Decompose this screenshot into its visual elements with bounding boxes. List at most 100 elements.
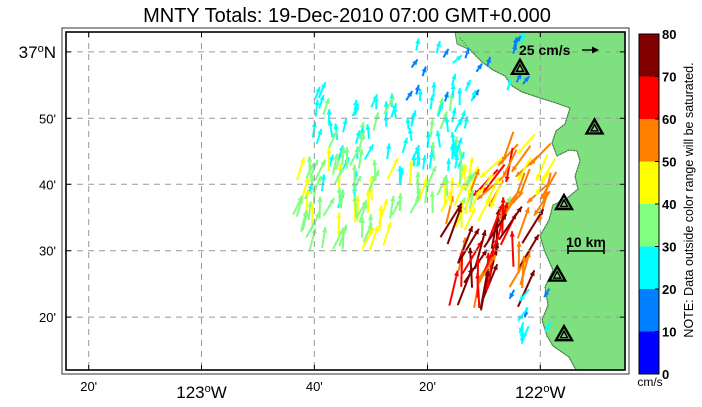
current-vector xyxy=(382,221,392,246)
current-vector xyxy=(520,32,526,44)
current-vector xyxy=(326,109,332,125)
current-vector xyxy=(408,160,414,185)
current-vector xyxy=(322,97,330,116)
chart-title: MNTY Totals: 19-Dec-2010 07:00 GMT+0.000 xyxy=(143,5,551,27)
current-vector xyxy=(518,288,530,302)
colorbar-tick-label: 0 xyxy=(662,367,669,382)
current-vector xyxy=(521,325,530,340)
current-vector xyxy=(373,95,379,110)
current-vector xyxy=(442,182,448,206)
current-vector xyxy=(431,82,437,97)
current-vector xyxy=(540,157,557,183)
current-vector xyxy=(489,181,503,209)
colorbar-tick-label: 20 xyxy=(662,282,676,297)
current-vector xyxy=(457,88,463,105)
current-vector xyxy=(439,111,449,130)
y-tick-label: 50' xyxy=(39,111,56,126)
current-vector xyxy=(320,174,326,192)
colorbar-segment xyxy=(639,161,659,204)
current-vector xyxy=(519,329,525,344)
current-vector xyxy=(517,157,532,181)
current-vector xyxy=(463,207,477,231)
current-vector xyxy=(436,174,448,196)
current-vector xyxy=(517,234,540,270)
current-vector xyxy=(510,145,532,173)
current-vector xyxy=(327,130,338,149)
reference-arrow-head xyxy=(592,46,599,54)
current-vector xyxy=(535,153,549,181)
current-vector xyxy=(479,268,490,309)
current-vector xyxy=(342,118,348,133)
current-vector xyxy=(500,197,506,235)
reference-vector: 25 cm/s xyxy=(519,42,599,58)
station-marker xyxy=(547,264,568,282)
current-vector xyxy=(518,321,525,334)
current-vector xyxy=(332,153,339,175)
reference-vector-label: 25 cm/s xyxy=(519,42,571,58)
current-vector xyxy=(454,142,461,158)
current-vector xyxy=(487,203,504,241)
scale-bar: 10 km xyxy=(566,234,606,254)
current-vector xyxy=(315,128,323,145)
current-vector xyxy=(313,86,321,100)
current-vector xyxy=(417,88,423,102)
colorbar-tick-label: 60 xyxy=(662,112,676,127)
current-vector xyxy=(475,257,481,298)
current-vector xyxy=(450,131,456,146)
grid-lines xyxy=(66,32,625,370)
current-vector xyxy=(317,81,327,99)
current-vector xyxy=(411,154,417,167)
current-vector xyxy=(326,147,332,172)
current-vector xyxy=(502,149,518,178)
current-vector xyxy=(483,213,508,248)
current-vector xyxy=(389,195,396,219)
current-vector xyxy=(407,127,414,142)
current-vector xyxy=(445,158,452,172)
current-vector xyxy=(314,159,327,181)
current-vector xyxy=(363,143,375,161)
current-vector xyxy=(355,199,368,220)
station-marker xyxy=(584,117,605,135)
current-vector xyxy=(336,187,342,206)
current-vector xyxy=(314,99,320,117)
x-tick-label: 20' xyxy=(80,379,97,394)
colorbar-segment xyxy=(639,204,659,247)
current-vector xyxy=(479,157,503,179)
current-vector xyxy=(428,151,434,169)
radar-stations xyxy=(509,57,605,342)
current-vector xyxy=(344,147,350,169)
current-vector xyxy=(410,58,419,69)
current-vector xyxy=(486,56,492,67)
current-vector xyxy=(405,117,411,130)
colorbar-segment xyxy=(639,289,659,332)
y-tick-label: 20' xyxy=(39,310,56,325)
current-vector xyxy=(444,116,450,133)
current-vector xyxy=(383,114,389,127)
current-vector xyxy=(365,124,371,139)
current-vector xyxy=(476,254,497,285)
station-marker xyxy=(553,192,575,211)
current-vector xyxy=(361,227,375,250)
current-vector xyxy=(368,176,374,201)
current-vector xyxy=(516,206,530,239)
y-tick-labels: 37oN 50' 40' 30' 20' xyxy=(19,43,56,325)
current-vector xyxy=(340,227,347,250)
current-vector xyxy=(521,208,545,244)
current-vector xyxy=(498,206,523,241)
current-vector xyxy=(457,149,464,172)
current-vector xyxy=(339,189,345,209)
current-vector xyxy=(446,206,463,245)
x-tick-label: 122oW xyxy=(515,383,566,402)
current-vector xyxy=(470,89,477,102)
current-vector xyxy=(457,228,480,264)
y-tick-label: 37oN xyxy=(19,43,56,62)
x-tick-label: 123oW xyxy=(176,383,227,402)
current-vector xyxy=(351,164,358,187)
current-vector xyxy=(464,187,472,215)
x-tick-labels: 20' 123oW 40' 20' 122oW xyxy=(80,379,565,402)
current-vector xyxy=(508,289,516,300)
colorbar-segment xyxy=(639,34,659,77)
current-vector xyxy=(479,173,494,194)
current-vector xyxy=(385,143,392,160)
